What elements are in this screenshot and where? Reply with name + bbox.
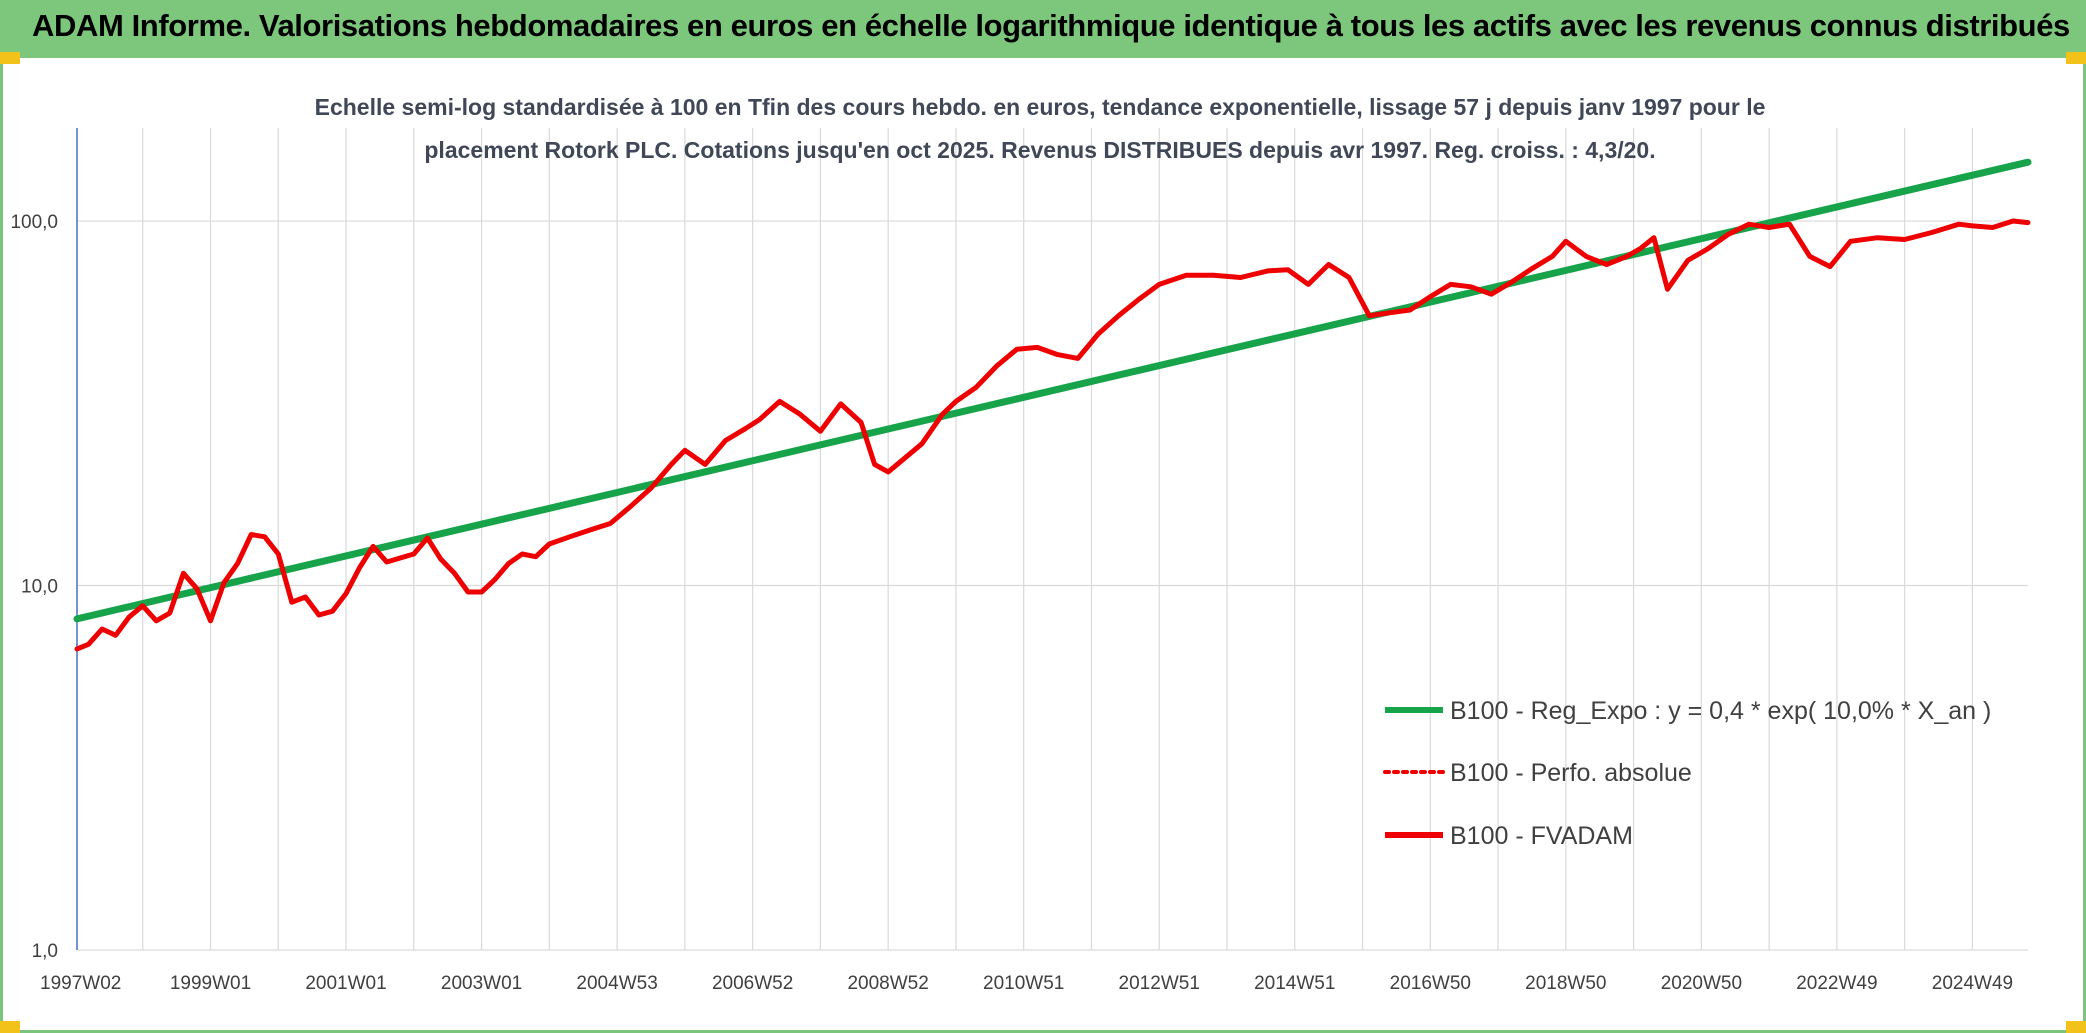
x-tick-label: 2016W50 [1390, 973, 1471, 994]
y-tick-label: 10,0 [21, 577, 58, 598]
chart-title-line-1: Echelle semi-log standardisée à 100 en T… [315, 94, 1766, 120]
legend: B100 - Reg_Expo : y = 0,4 * exp( 10,0% *… [1383, 697, 1991, 850]
fvadam-line [74, 218, 2031, 652]
chart-title-line-2: placement Rotork PLC. Cotations jusqu'en… [424, 137, 1655, 163]
left-corner-marker [0, 52, 20, 64]
x-tick-label: 2020W50 [1661, 973, 1742, 994]
x-tick-label: 2004W53 [576, 973, 657, 994]
x-tick-label: 2001W01 [305, 973, 386, 994]
y-tick-labels: 1,0 10,0 100,0 [10, 212, 58, 962]
x-tick-label: 2014W51 [1254, 973, 1335, 994]
x-tick-label: 2018W50 [1525, 973, 1606, 994]
x-tick-label: 2012W51 [1119, 973, 1200, 994]
right-bottom-corner-marker [2066, 1021, 2086, 1033]
x-tick-label: 2024W49 [1932, 973, 2013, 994]
x-tick-label: 2008W52 [847, 973, 928, 994]
legend-label: B100 - Perfo. absolue [1450, 759, 1692, 787]
legend-label: B100 - Reg_Expo : y = 0,4 * exp( 10,0% *… [1450, 697, 1991, 725]
x-tick-label: 2006W52 [712, 973, 793, 994]
x-tick-label: 2022W49 [1796, 973, 1877, 994]
report-title: ADAM Informe. Valorisations hebdomadaire… [32, 8, 2070, 43]
chart-title: Echelle semi-log standardisée à 100 en T… [315, 94, 1766, 163]
x-tick-labels: 1997W02 1999W01 2001W01 2003W01 2004W53 2006W… [40, 973, 2013, 994]
x-tick-label: 2003W01 [441, 973, 522, 994]
regression-line [73, 158, 2032, 623]
y-tick-label: 1,0 [32, 941, 58, 962]
right-corner-marker [2066, 52, 2086, 64]
y-tick-label: 100,0 [10, 212, 58, 233]
x-tick-label: 2010W51 [983, 973, 1064, 994]
x-tick-label: 1999W01 [170, 973, 251, 994]
gridlines [77, 128, 2028, 951]
x-tick-label: 1997W02 [40, 973, 121, 994]
report-header: ADAM Informe. Valorisations hebdomadaire… [0, 0, 2086, 58]
legend-label: B100 - FVADAM [1450, 822, 1633, 850]
left-bottom-corner-marker [0, 1021, 20, 1033]
series [73, 158, 2032, 652]
